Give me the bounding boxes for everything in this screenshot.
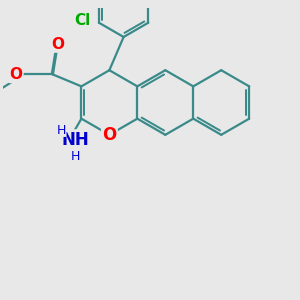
Text: O: O xyxy=(51,37,64,52)
Text: Cl: Cl xyxy=(74,13,90,28)
Text: NH: NH xyxy=(62,130,90,148)
Text: H: H xyxy=(57,124,66,136)
Text: O: O xyxy=(102,126,116,144)
Text: O: O xyxy=(10,67,22,82)
Text: H: H xyxy=(71,150,80,163)
